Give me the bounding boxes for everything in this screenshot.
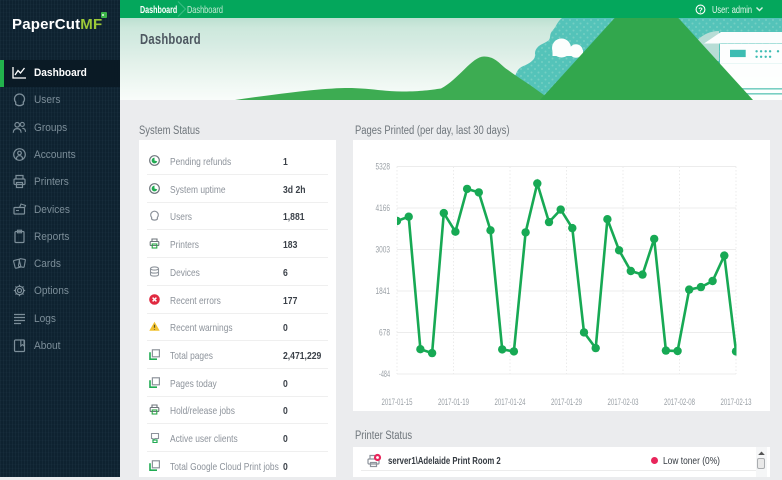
svg-text:2017-02-08: 2017-02-08 bbox=[664, 397, 695, 407]
svg-text:User: admin: User: admin bbox=[712, 5, 752, 16]
svg-text:?: ? bbox=[698, 5, 703, 14]
svg-text:1841: 1841 bbox=[376, 286, 391, 296]
svg-text:4166: 4166 bbox=[376, 203, 391, 213]
svg-text:2017-01-19: 2017-01-19 bbox=[438, 397, 469, 407]
svg-text:2017-02-13: 2017-02-13 bbox=[721, 397, 752, 407]
svg-text:2017-01-29: 2017-01-29 bbox=[551, 397, 582, 407]
svg-text:5328: 5328 bbox=[376, 162, 391, 172]
svg-text:3003: 3003 bbox=[376, 245, 391, 255]
svg-text:-484: -484 bbox=[379, 369, 390, 379]
svg-text:2017-01-24: 2017-01-24 bbox=[495, 397, 526, 407]
svg-text:2017-01-15: 2017-01-15 bbox=[382, 397, 413, 407]
svg-text:2017-02-03: 2017-02-03 bbox=[608, 397, 639, 407]
svg-text:678: 678 bbox=[379, 328, 390, 338]
